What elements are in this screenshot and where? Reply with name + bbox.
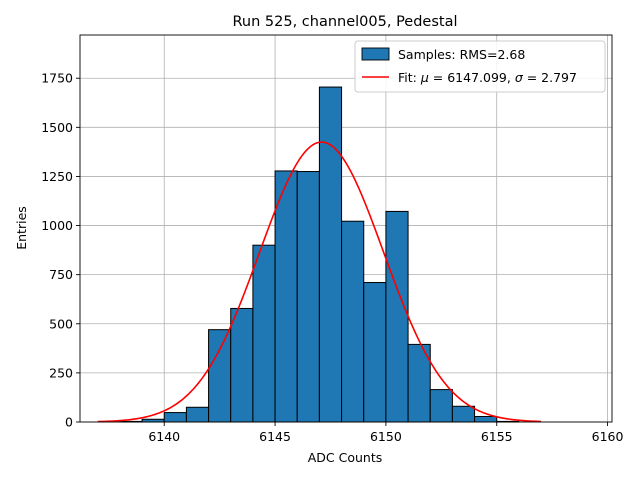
y-tick-label: 1500: [41, 120, 73, 135]
histogram-bar: [296, 171, 320, 423]
histogram-bar: [474, 416, 498, 423]
histogram-bar: [363, 282, 387, 423]
y-tick-label: 250: [49, 365, 73, 380]
y-tick-label: 0: [65, 415, 73, 430]
x-axis: 6140 6145 6150 6155 6160: [148, 422, 624, 444]
x-tick-label: 6150: [370, 429, 402, 444]
y-axis-label: Entries: [14, 206, 29, 250]
histogram-bar: [318, 86, 343, 423]
x-tick-label: 6140: [148, 429, 180, 444]
y-tick-label: 1000: [41, 218, 73, 233]
histogram-bar: [274, 170, 298, 423]
x-tick-label: 6160: [592, 429, 624, 444]
histogram-bar: [163, 412, 187, 423]
histogram-bar: [429, 389, 453, 423]
x-axis-label: ADC Counts: [308, 450, 383, 465]
legend-box: [354, 40, 606, 93]
histogram-bar: [341, 220, 365, 423]
plot-frame: [79, 34, 613, 423]
x-tick-label: 6155: [481, 429, 513, 444]
plot-area: [79, 34, 613, 423]
y-tick-label: 500: [49, 316, 73, 331]
histogram-bar: [208, 329, 232, 423]
legend-label-samples: Samples: RMS=2.68: [398, 47, 525, 62]
y-tick-label: 750: [49, 267, 73, 282]
y-tick-label: 1250: [41, 169, 73, 184]
histogram-bar: [451, 405, 476, 423]
histogram-bar: [185, 406, 210, 423]
histogram-bar: [252, 244, 276, 423]
y-axis: 0 250 500 750 1000 1250 1500 1750: [41, 71, 80, 430]
x-tick-label: 6145: [259, 429, 291, 444]
histogram-bar: [230, 307, 254, 423]
chart-title: Run 525, channel005, Pedestal: [232, 14, 457, 30]
y-tick-label: 1750: [41, 71, 73, 86]
histogram-bar: [385, 210, 409, 423]
legend: Samples: RMS=2.68 Fit: μ = 6147.099, σ =…: [354, 40, 606, 93]
fit-curve: [97, 141, 542, 423]
legend-swatch-samples: [361, 47, 390, 61]
legend-label-fit: Fit: μ = 6147.099, σ = 2.797: [398, 70, 577, 85]
